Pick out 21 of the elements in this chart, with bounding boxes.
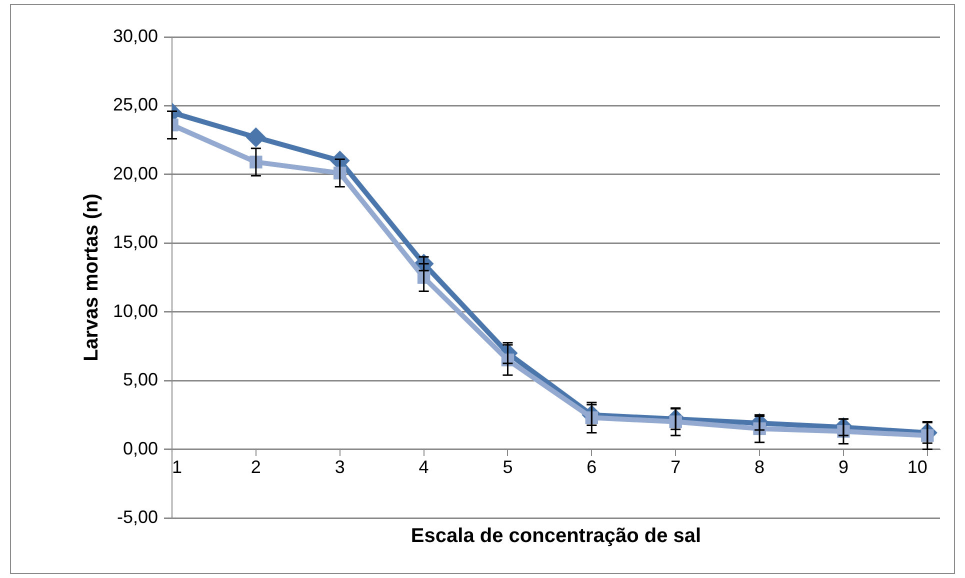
x-tick-label: 2: [250, 457, 261, 478]
x-tick-label: 9: [838, 457, 848, 478]
point: [246, 127, 266, 148]
y-tick-label: -5,00: [116, 506, 158, 527]
x-axis-title: Escala de concentração de sal: [410, 525, 702, 548]
x-tick-label: 7: [670, 457, 681, 478]
x-tick-label: 3: [334, 457, 345, 478]
y-tick-label: 30,00: [112, 26, 158, 46]
x-tick-label: 6: [586, 457, 597, 478]
x-tick-label: 8: [754, 457, 765, 478]
y-axis-title: Larvas mortas (n): [80, 194, 103, 362]
y-tick-label: 10,00: [112, 300, 158, 321]
y-tick-label: 0,00: [122, 438, 158, 458]
x-tick-label: 10: [907, 457, 928, 478]
y-tick-label: 20,00: [112, 163, 158, 184]
y-tick-label: 5,00: [122, 370, 158, 390]
x-tick-label: 4: [418, 457, 429, 478]
y-tick-label: 25,00: [112, 94, 158, 115]
x-tick-label: 1: [172, 457, 182, 478]
y-tick-label: 15,00: [112, 232, 158, 252]
x-tick-label: 5: [502, 457, 513, 478]
